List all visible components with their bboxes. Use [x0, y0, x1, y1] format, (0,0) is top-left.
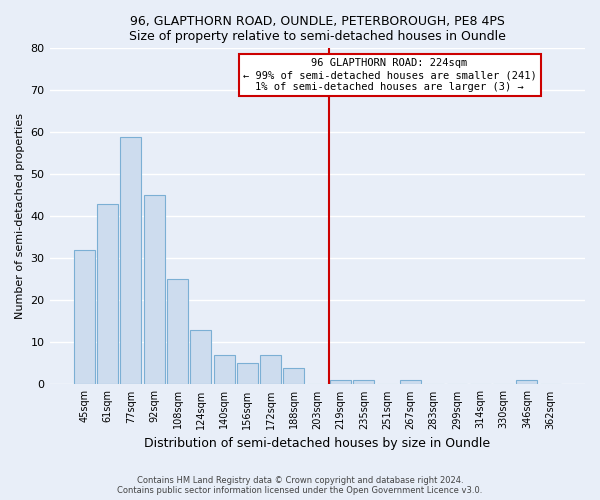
Text: 96 GLAPTHORN ROAD: 224sqm
← 99% of semi-detached houses are smaller (241)
1% of : 96 GLAPTHORN ROAD: 224sqm ← 99% of semi-…	[242, 58, 536, 92]
Bar	[517, 380, 538, 384]
Bar	[74, 250, 95, 384]
Bar	[214, 355, 235, 384]
Bar	[283, 368, 304, 384]
Bar	[353, 380, 374, 384]
Bar	[121, 136, 142, 384]
Y-axis label: Number of semi-detached properties: Number of semi-detached properties	[15, 114, 25, 320]
Bar	[144, 196, 165, 384]
Bar	[167, 280, 188, 384]
Bar	[260, 355, 281, 384]
Bar	[237, 364, 258, 384]
Title: 96, GLAPTHORN ROAD, OUNDLE, PETERBOROUGH, PE8 4PS
Size of property relative to s: 96, GLAPTHORN ROAD, OUNDLE, PETERBOROUGH…	[129, 15, 506, 43]
Text: Contains HM Land Registry data © Crown copyright and database right 2024.
Contai: Contains HM Land Registry data © Crown c…	[118, 476, 482, 495]
Bar	[190, 330, 211, 384]
Bar	[330, 380, 351, 384]
Bar	[400, 380, 421, 384]
Bar	[97, 204, 118, 384]
X-axis label: Distribution of semi-detached houses by size in Oundle: Distribution of semi-detached houses by …	[144, 437, 490, 450]
